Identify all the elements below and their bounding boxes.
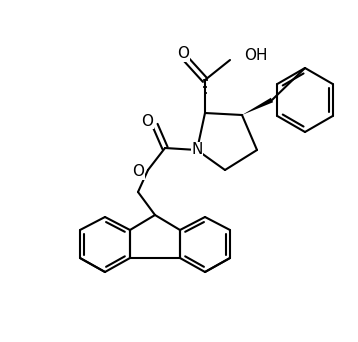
- Polygon shape: [242, 98, 273, 115]
- Text: O: O: [141, 114, 153, 129]
- Text: OH: OH: [244, 49, 267, 64]
- Text: N: N: [191, 143, 203, 158]
- Text: O: O: [132, 165, 144, 180]
- Text: O: O: [177, 47, 189, 62]
